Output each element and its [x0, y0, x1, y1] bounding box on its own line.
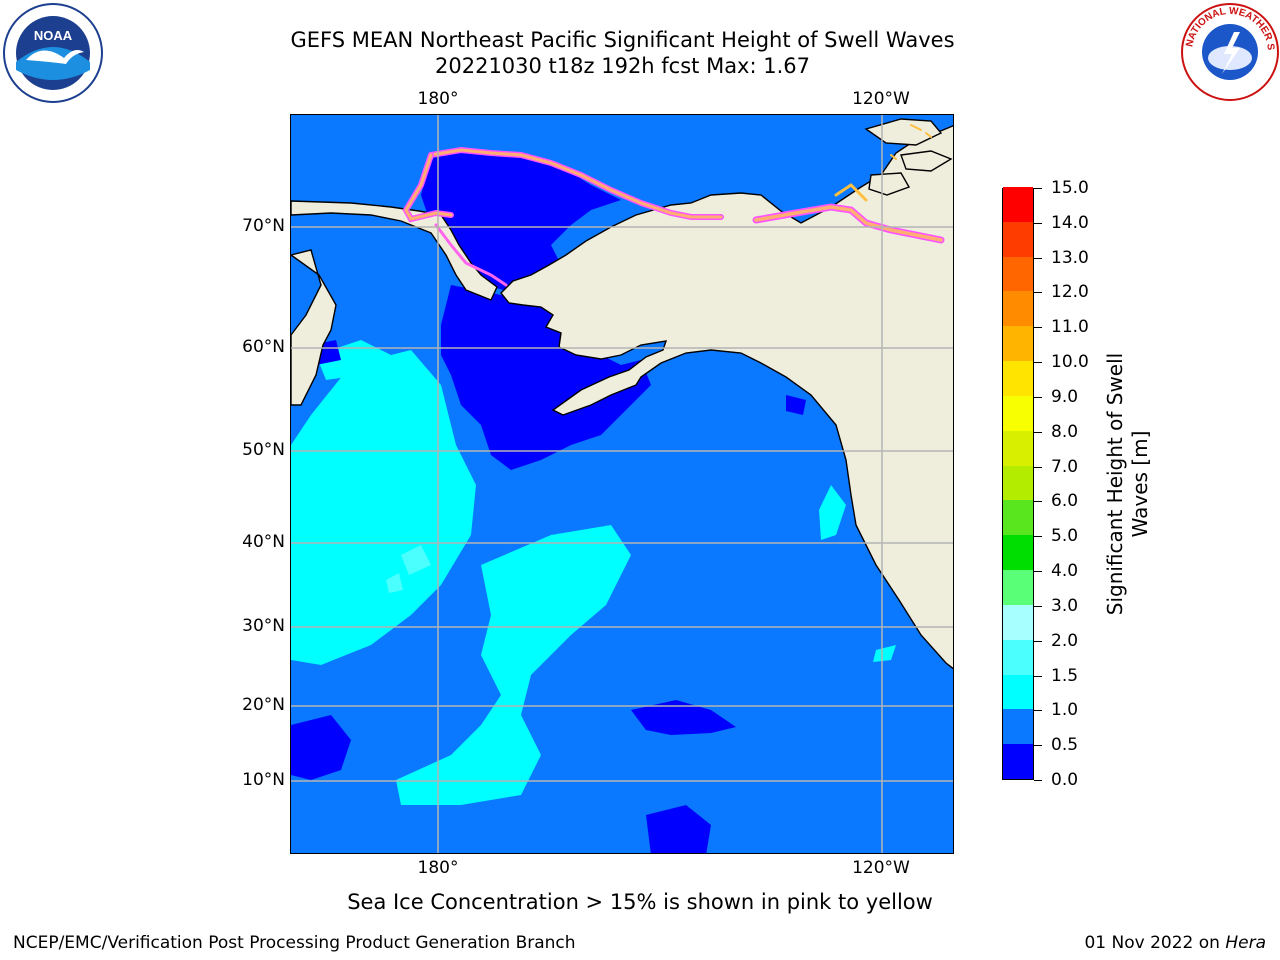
colorbar-tick-label: 6.0 [1051, 491, 1079, 512]
colorbar-title: Significant Height of Swell Waves [m] [1103, 274, 1153, 694]
colorbar-tick [1034, 745, 1042, 747]
colorbar-segment [1003, 325, 1033, 362]
colorbar-tick [1034, 605, 1042, 607]
colorbar-segment [1003, 360, 1033, 396]
colorbar-segment [1003, 534, 1033, 571]
nws-logo: NATIONAL WEATHER SERVICE [1176, 0, 1280, 102]
colorbar-tick-label: 10.0 [1051, 352, 1089, 373]
colorbar-tick [1034, 571, 1042, 573]
colorbar-tick-label: 0.5 [1051, 735, 1079, 756]
arctic-island-1 [864, 118, 943, 146]
lon-label-bottom-120w: 120°W [852, 858, 910, 878]
colorbar-tick [1034, 675, 1042, 677]
colorbar-tick-label: 8.0 [1051, 421, 1079, 442]
colorbar-tick [1034, 536, 1042, 538]
footer-date: 01 Nov 2022 on Hera [1084, 933, 1266, 953]
colorbar-segment [1003, 604, 1033, 640]
arctic-island-2 [900, 150, 953, 172]
colorbar-segment [1003, 186, 1033, 222]
colorbar-segment [1003, 708, 1033, 745]
title-line-2: 20221030 t18z 192h fcst Max: 1.67 [435, 54, 810, 78]
colorbar-tick [1034, 501, 1042, 503]
lon-label-top-180: 180° [417, 89, 459, 109]
kamchatka-land [291, 249, 337, 406]
colorbar-tick-label: 14.0 [1051, 212, 1089, 233]
colorbar-tick-label: 4.0 [1051, 561, 1079, 582]
colorbar-tick [1034, 780, 1042, 781]
swell-0-0-0-5m-areas [291, 150, 806, 853]
chart-title: GEFS MEAN Northeast Pacific Significant … [0, 27, 1245, 79]
lat-label-50n: 50°N [242, 440, 285, 460]
colorbar-tick [1034, 396, 1042, 398]
colorbar-tick [1034, 362, 1042, 364]
lon-label-top-120w: 120°W [852, 89, 910, 109]
footer-date-text: 01 Nov 2022 on [1084, 933, 1226, 953]
colorbar-segment [1003, 674, 1033, 710]
lat-label-60n: 60°N [242, 337, 285, 357]
colorbar-tick [1034, 466, 1042, 468]
siberia-land [291, 200, 498, 301]
lat-label-10n: 10°N [242, 770, 285, 790]
colorbar-tick-label: 11.0 [1051, 317, 1089, 338]
lat-label-30n: 30°N [242, 616, 285, 636]
arctic-island-3 [868, 172, 911, 196]
colorbar-tick-label: 13.0 [1051, 247, 1089, 268]
colorbar-segment [1003, 256, 1033, 292]
swell-1-0-1-5m-patches [291, 340, 896, 805]
colorbar-tick [1034, 257, 1042, 259]
footer-credit: NCEP/EMC/Verification Post Processing Pr… [13, 933, 576, 953]
colorbar-title-line-2: Waves [m] [1128, 430, 1152, 538]
colorbar-segment [1003, 290, 1033, 327]
colorbar [1002, 186, 1034, 780]
colorbar-tick-label: 3.0 [1051, 595, 1079, 616]
colorbar-tick [1034, 222, 1042, 224]
colorbar-tick-label: 0.0 [1051, 770, 1079, 790]
sea-ice-note: Sea Ice Concentration > 15% is shown in … [347, 890, 933, 914]
sea-ice-edge [402, 124, 945, 287]
title-line-1: GEFS MEAN Northeast Pacific Significant … [290, 28, 955, 52]
graticule [291, 115, 953, 853]
colorbar-tick [1034, 640, 1042, 642]
lat-label-40n: 40°N [242, 532, 285, 552]
colorbar-tick-label: 2.0 [1051, 630, 1079, 651]
noaa-emblem-icon: NOAA [3, 3, 103, 103]
noaa-logo-text: NOAA [34, 28, 73, 43]
nws-emblem-icon: NATIONAL WEATHER SERVICE [1176, 0, 1279, 101]
colorbar-segment [1003, 395, 1033, 431]
colorbar-tick-label: 5.0 [1051, 526, 1079, 547]
colorbar-segment [1003, 465, 1033, 501]
colorbar-title-line-1: Significant Height of Swell [1103, 352, 1127, 616]
colorbar-tick [1034, 327, 1042, 329]
colorbar-tick-label: 12.0 [1051, 282, 1089, 303]
lon-label-bottom-180: 180° [417, 858, 459, 878]
colorbar-tick [1034, 188, 1042, 189]
north-america-land [500, 125, 953, 670]
colorbar-tick [1034, 292, 1042, 294]
colorbar-segment [1003, 430, 1033, 466]
colorbar-segment [1003, 221, 1033, 257]
lat-label-70n: 70°N [242, 216, 285, 236]
colorbar-tick-label: 1.0 [1051, 700, 1079, 721]
colorbar-tick [1034, 431, 1042, 433]
footer-host: Hera [1225, 933, 1266, 953]
colorbar-segment [1003, 499, 1033, 536]
land-masses [291, 118, 953, 670]
colorbar-segment [1003, 639, 1033, 675]
map-canvas [291, 115, 953, 853]
noaa-logo: NOAA [2, 2, 104, 104]
map-panel [290, 114, 954, 854]
colorbar-tick [1034, 710, 1042, 712]
colorbar-segment [1003, 743, 1033, 779]
colorbar-segment [1003, 569, 1033, 605]
colorbar-tick-label: 7.0 [1051, 456, 1079, 477]
colorbar-tick-label: 15.0 [1051, 178, 1089, 198]
colorbar-tick-label: 1.5 [1051, 665, 1079, 686]
lat-label-20n: 20°N [242, 695, 285, 715]
colorbar-tick-label: 9.0 [1051, 386, 1079, 407]
swell-1-5-2-0m-patches [386, 545, 431, 593]
